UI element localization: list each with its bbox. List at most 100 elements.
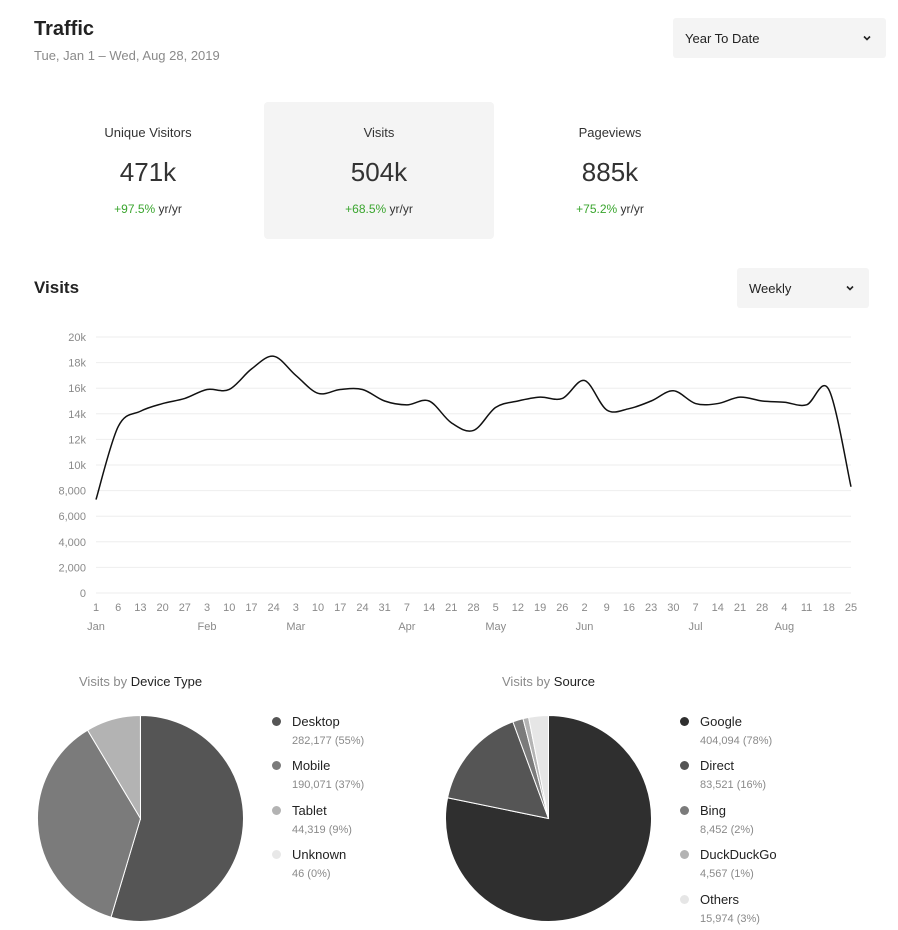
x-tick-label: 7 [692,602,698,614]
legend-swatch [272,805,281,815]
x-month-label: Mar [286,621,305,633]
x-tick-label: 3 [293,602,299,614]
visits-section-title: Visits [34,278,80,297]
y-tick-label: 14k [68,409,86,421]
pie-title-prefix: Visits by [79,674,128,689]
interval-select-value: Weekly [749,280,792,296]
x-month-label: Aug [775,621,795,633]
stat-label: Unique Visitors [104,125,192,140]
x-tick-label: 19 [534,602,546,614]
x-tick-label: 24 [356,602,368,614]
x-tick-label: 17 [334,602,346,614]
stat-change-suffix: yr/yr [389,202,413,216]
stat-change-suffix: yr/yr [620,202,644,216]
legend-value: 8,452 (2%) [700,823,754,836]
legend-value: 15,974 (3%) [700,912,760,925]
stat-change: +68.5% yr/yr [264,202,494,216]
y-tick-label: 12k [68,434,86,446]
y-tick-label: 2,000 [58,562,86,574]
x-tick-label: 14 [712,602,724,614]
device-type-pie-title: Visits by Device Type [79,674,202,689]
y-tick-label: 4,000 [58,537,86,549]
stat-change-percent: +68.5% [345,202,387,216]
x-tick-label: 6 [115,602,121,614]
x-tick-label: 9 [604,602,610,614]
pie-slice-direct [447,721,550,820]
x-month-label: May [485,621,506,633]
x-tick-label: 25 [845,602,857,614]
legend-label: Unknown [292,847,347,863]
source-pie-chart [445,715,652,922]
x-tick-label: 21 [445,602,457,614]
x-tick-label: 7 [404,602,410,614]
x-tick-label: 13 [134,602,146,614]
stat-visits[interactable]: Visits 504k +68.5% yr/yr [264,102,494,239]
legend-label: Mobile [292,758,331,774]
device-type-pie-chart [37,715,244,922]
stat-label: Pageviews [578,125,642,140]
x-tick-label: 27 [179,602,191,614]
legend-label: DuckDuckGo [700,847,777,863]
x-tick-label: 17 [245,602,257,614]
x-tick-label: 28 [756,602,768,614]
visits-line-chart: 0 2,000 4,000 6,000 8,000 10k 12k 14k 16k 18k 20k 1… [58,332,857,633]
legend-swatch [272,761,281,771]
legend-label: Bing [700,802,727,818]
stat-change: +75.2% yr/yr [495,202,725,216]
date-range-select-value: Year To Date [685,30,760,46]
stat-unique-visitors[interactable]: Unique Visitors 471k +97.5% yr/yr [33,102,263,239]
x-tick-label: 5 [493,602,499,614]
x-tick-label: 10 [312,602,324,614]
stat-change-percent: +97.5% [114,202,156,216]
legend-label: Others [700,891,740,907]
x-tick-label: 12 [512,602,524,614]
x-tick-label: 21 [734,602,746,614]
legend-value: 83,521 (16%) [700,779,767,792]
x-month-label: Jul [689,621,703,633]
pie-title-prefix: Visits by [502,674,551,689]
legend-value: 404,094 (78%) [700,735,773,747]
legend-label: Google [700,714,742,729]
chevron-down-icon [846,285,854,291]
x-tick-label: 1 [93,602,99,614]
chevron-down-icon [863,35,871,41]
pie-title-main: Source [553,674,595,689]
legend-label: Tablet [292,802,327,818]
visits-series-line [95,355,852,500]
y-tick-label: 18k [68,358,86,370]
legend-value: 4,567 (1%) [700,868,754,881]
stat-change: +97.5% yr/yr [33,202,263,216]
date-range-select[interactable]: Year To Date [673,18,886,58]
x-tick-label: 28 [467,602,479,614]
legend-label: Desktop [292,714,340,729]
x-tick-label: 23 [645,602,657,614]
legend-value: 46 (0%) [292,868,331,881]
stat-value: 471k [119,157,177,187]
y-tick-label: 10k [68,460,86,472]
x-tick-label: 26 [556,602,568,614]
interval-select[interactable]: Weekly [737,268,869,308]
stat-pageviews[interactable]: Pageviews 885k +75.2% yr/yr [495,102,725,239]
legend-swatch [680,894,689,904]
legend-swatch [680,761,689,771]
y-tick-label: 6,000 [58,511,86,523]
x-month-label: Jun [576,621,594,633]
legend-swatch [272,717,281,726]
y-tick-label: 0 [80,588,86,600]
x-month-label: Apr [398,621,415,633]
pie-title-main: Device Type [130,674,203,689]
legend-swatch [680,717,689,726]
stat-value: 885k [581,157,639,187]
pie-slice-desktop [110,715,244,922]
y-tick-label: 16k [68,383,86,395]
x-tick-label: 20 [156,602,168,614]
date-range-label: Tue, Jan 1 – Wed, Aug 28, 2019 [34,48,220,63]
x-tick-label: 4 [781,602,787,614]
x-tick-label: 24 [268,602,280,614]
page-title: Traffic [34,18,95,40]
stat-value: 504k [350,157,408,187]
x-tick-label: 3 [204,602,210,614]
legend-swatch [680,850,689,860]
x-tick-label: 18 [823,602,835,614]
legend-label: Direct [700,758,734,774]
